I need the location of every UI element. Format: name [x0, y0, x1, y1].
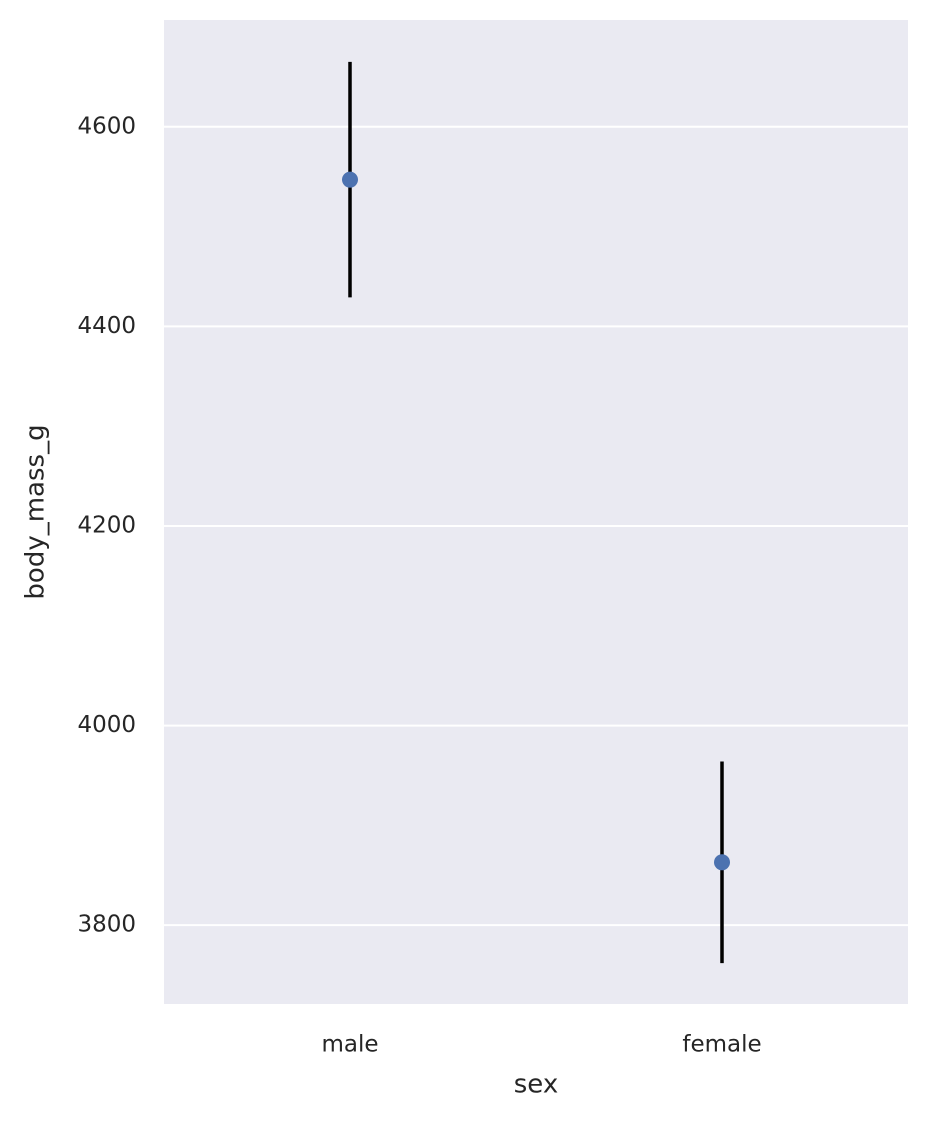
y-axis-label: body_mass_g: [21, 424, 51, 599]
y-tick-label: 4600: [77, 113, 136, 139]
plot-area: [164, 20, 908, 1004]
y-tick-label: 4000: [77, 712, 136, 738]
x-axis-label: sex: [514, 1070, 558, 1100]
x-tick-label: male: [321, 1032, 378, 1058]
point: [342, 171, 358, 188]
point: [714, 854, 730, 871]
y-tick-label: 4200: [77, 512, 136, 538]
y-tick-label: 3800: [77, 912, 136, 938]
y-tick-label: 4400: [77, 313, 136, 339]
x-tick-label: female: [682, 1032, 761, 1058]
